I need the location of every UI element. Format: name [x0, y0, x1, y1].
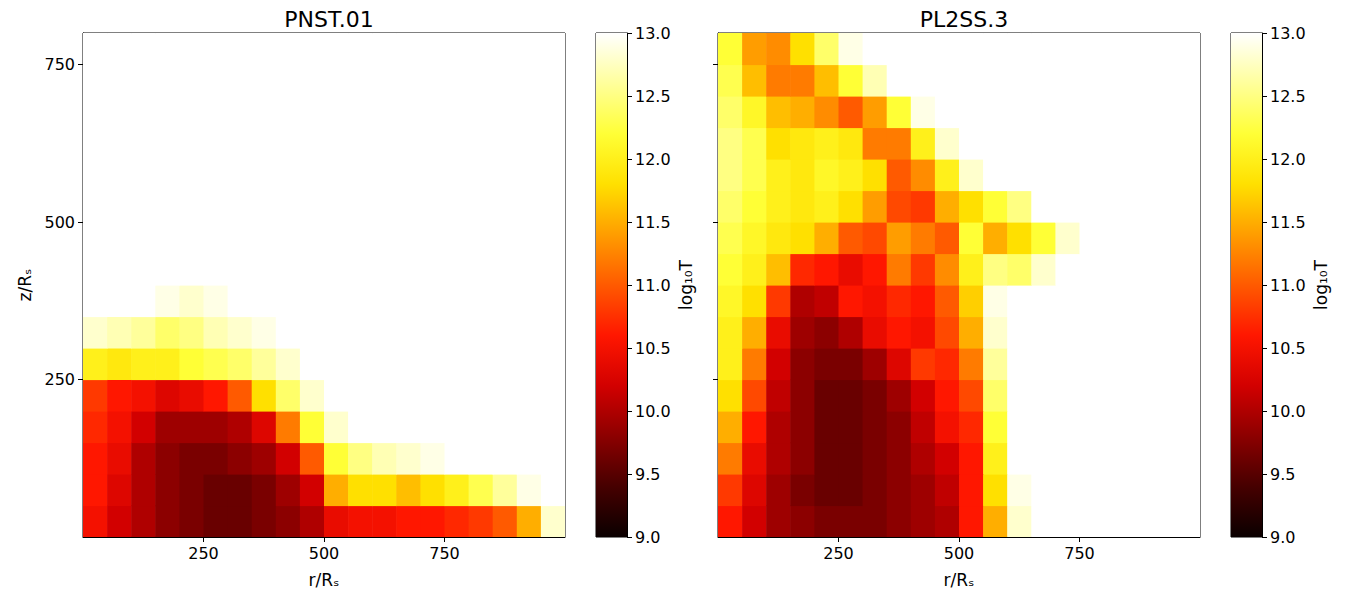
svg-text:13.0: 13.0: [1270, 24, 1306, 43]
svg-text:11.5: 11.5: [635, 213, 671, 232]
svg-text:12.0: 12.0: [635, 150, 671, 169]
svg-text:500: 500: [309, 544, 340, 563]
svg-text:r/Rₛ: r/Rₛ: [944, 570, 975, 590]
svg-text:250: 250: [188, 544, 219, 563]
svg-text:9.5: 9.5: [635, 465, 660, 484]
svg-text:12.0: 12.0: [1270, 150, 1306, 169]
svg-text:10.0: 10.0: [1270, 402, 1306, 421]
svg-text:12.5: 12.5: [1270, 87, 1306, 106]
svg-text:10.0: 10.0: [635, 402, 671, 421]
svg-text:z/Rₛ: z/Rₛ: [15, 269, 35, 302]
svg-text:500: 500: [44, 213, 75, 232]
svg-text:PNST.01: PNST.01: [284, 7, 374, 32]
svg-text:12.5: 12.5: [635, 87, 671, 106]
svg-text:10.5: 10.5: [635, 339, 671, 358]
svg-text:9.0: 9.0: [1270, 528, 1295, 547]
svg-text:r/Rₛ: r/Rₛ: [309, 570, 340, 590]
svg-text:250: 250: [823, 544, 854, 563]
svg-text:750: 750: [429, 544, 460, 563]
svg-text:500: 500: [944, 544, 975, 563]
svg-text:log₁₀T: log₁₀T: [676, 259, 696, 310]
svg-text:750: 750: [1064, 544, 1095, 563]
svg-text:10.5: 10.5: [1270, 339, 1306, 358]
svg-text:9.5: 9.5: [1270, 465, 1295, 484]
svg-text:750: 750: [44, 55, 75, 74]
svg-text:13.0: 13.0: [635, 24, 671, 43]
svg-text:PL2SS.3: PL2SS.3: [920, 7, 1008, 32]
svg-text:250: 250: [44, 370, 75, 389]
svg-text:11.0: 11.0: [635, 276, 671, 295]
svg-text:11.5: 11.5: [1270, 213, 1306, 232]
svg-text:log₁₀T: log₁₀T: [1311, 259, 1331, 310]
svg-text:11.0: 11.0: [1270, 276, 1306, 295]
svg-text:9.0: 9.0: [635, 528, 660, 547]
